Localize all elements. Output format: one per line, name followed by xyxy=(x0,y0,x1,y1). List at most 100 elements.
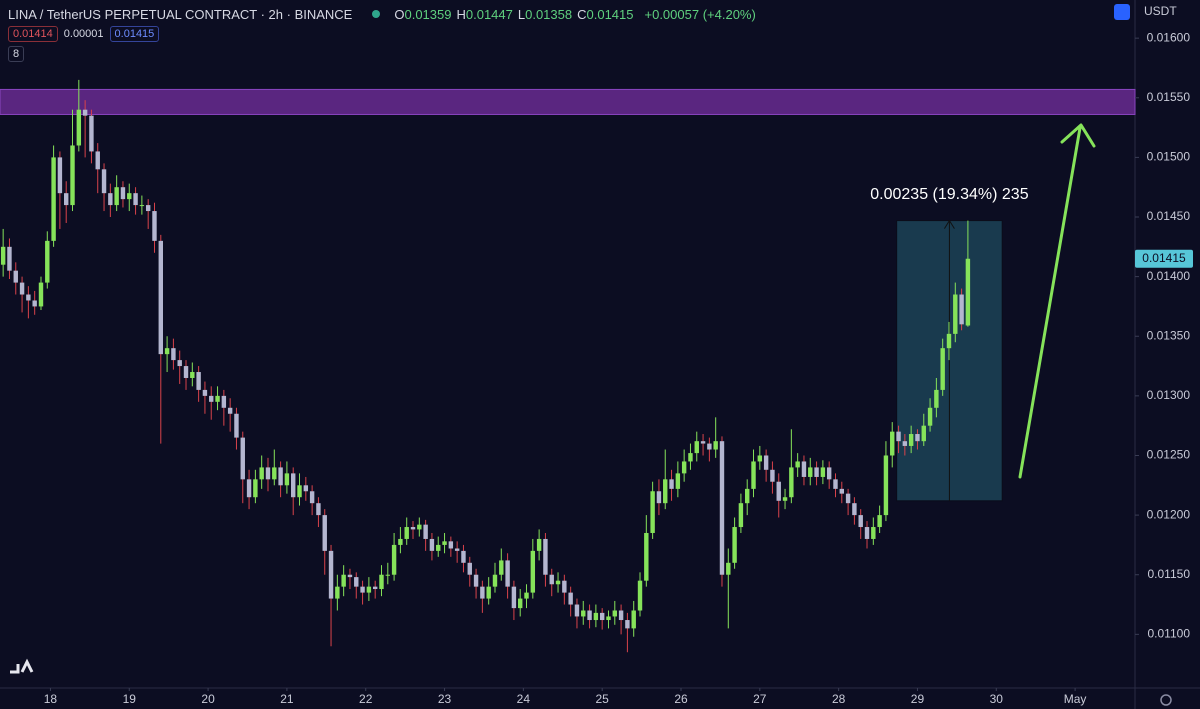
candle-body xyxy=(681,461,687,474)
candle-body xyxy=(625,620,630,629)
candle-body xyxy=(51,157,56,241)
x-tick-label: 21 xyxy=(280,692,294,706)
y-tick-label: 0.01150 xyxy=(1148,567,1191,581)
candle-body xyxy=(95,151,100,170)
candle-body xyxy=(505,560,510,587)
candle-body xyxy=(700,441,706,444)
candle-body xyxy=(108,193,113,206)
measure-arrowhead xyxy=(944,219,955,229)
candle-body xyxy=(38,282,44,307)
x-tick-label: 20 xyxy=(201,692,215,706)
candle-body xyxy=(669,479,674,489)
x-tick-label: 30 xyxy=(990,692,1004,706)
candle-body xyxy=(454,548,460,551)
candle-body xyxy=(171,348,176,361)
x-tick-label: 19 xyxy=(123,692,137,706)
candle-body xyxy=(543,538,548,575)
candle-body xyxy=(770,469,775,482)
candle-body xyxy=(152,211,157,241)
y-tick-label: 0.01450 xyxy=(1147,209,1191,223)
currency[interactable]: USDT xyxy=(1144,4,1177,18)
candle-body xyxy=(82,109,88,116)
candle-body xyxy=(890,431,895,456)
last-price-label: 0.01415 xyxy=(1142,251,1186,265)
candle-body xyxy=(120,187,126,200)
candle-body xyxy=(322,515,327,551)
candle-body xyxy=(631,610,636,629)
x-tick-label: 27 xyxy=(753,692,767,706)
candle-body xyxy=(921,425,926,442)
candle-body xyxy=(518,598,523,609)
candle-body xyxy=(801,461,807,477)
candle-body xyxy=(946,333,952,349)
candle-body xyxy=(234,413,239,438)
bid[interactable]: 0.01414 xyxy=(8,26,58,42)
candle-body xyxy=(209,395,214,402)
candle-body xyxy=(366,586,372,593)
candle-body xyxy=(278,467,283,486)
candle-body xyxy=(745,488,750,504)
candle-body xyxy=(354,577,359,587)
candle-body xyxy=(442,541,447,545)
candle-body xyxy=(221,395,227,408)
auto-scale-button[interactable] xyxy=(1114,4,1130,20)
candle-body xyxy=(341,574,346,587)
y-tick-label: 0.01600 xyxy=(1147,30,1191,44)
candle-body xyxy=(562,580,567,593)
y-tick-label: 0.01100 xyxy=(1148,627,1191,641)
candle-body xyxy=(398,538,403,545)
x-tick-label: 28 xyxy=(832,692,846,706)
candle-body xyxy=(410,527,416,530)
candle-body xyxy=(908,434,914,446)
candle-body xyxy=(423,524,428,539)
x-tick-label: May xyxy=(1064,692,1087,706)
candle-body xyxy=(391,544,397,575)
y-tick-label: 0.01350 xyxy=(1147,328,1191,342)
candle-body xyxy=(259,467,264,480)
candle-body xyxy=(858,515,863,528)
y-tick-label: 0.01550 xyxy=(1147,90,1191,104)
candle-body xyxy=(303,485,309,492)
ask[interactable]: 0.01415 xyxy=(109,26,160,42)
x-tick-label: 25 xyxy=(596,692,610,706)
candle-body xyxy=(335,586,340,599)
ohlc-key: C xyxy=(577,6,587,22)
candle-body xyxy=(227,407,233,414)
symbol[interactable]: LINA / TetherUS PERPETUAL CONTRACT · 2h … xyxy=(8,6,353,22)
ohlc-value: 0.01415 xyxy=(586,6,634,22)
measure-label: 0.00235 (19.34%) 235 xyxy=(870,186,1028,203)
ohlc-value: 0.01358 xyxy=(525,6,573,22)
candle-body xyxy=(190,372,195,378)
x-tick-label: 29 xyxy=(911,692,925,706)
candle-body xyxy=(417,524,422,530)
candle-body xyxy=(101,169,107,194)
candle-body xyxy=(492,574,498,587)
y-tick-label: 0.01300 xyxy=(1147,388,1191,402)
candle-body xyxy=(637,580,643,611)
candle-body xyxy=(133,193,138,206)
candle-body xyxy=(549,574,554,585)
settings-icon[interactable] xyxy=(1160,694,1172,706)
indicator-count[interactable]: 8 xyxy=(8,46,25,62)
candle-body xyxy=(953,294,958,334)
candle-body xyxy=(372,586,378,590)
candle-body xyxy=(795,461,800,468)
ohlc-value: 0.01359 xyxy=(404,6,452,22)
candle-body xyxy=(183,366,189,378)
candle-body xyxy=(789,467,794,498)
x-tick-label: 24 xyxy=(517,692,531,706)
candle-body xyxy=(429,538,435,551)
y-tick-label: 0.01400 xyxy=(1147,269,1191,283)
candle-body xyxy=(536,538,542,551)
candle-body xyxy=(732,527,737,563)
candle-body xyxy=(0,246,6,265)
candle-body xyxy=(852,503,857,516)
candle-body xyxy=(581,610,586,617)
x-tick-label: 22 xyxy=(359,692,373,706)
candle-body xyxy=(707,443,712,450)
x-tick-label: 26 xyxy=(674,692,688,706)
candle-body xyxy=(127,193,132,200)
change: +0.00057 (+4.20%) xyxy=(644,6,756,22)
candle-body xyxy=(965,258,971,326)
